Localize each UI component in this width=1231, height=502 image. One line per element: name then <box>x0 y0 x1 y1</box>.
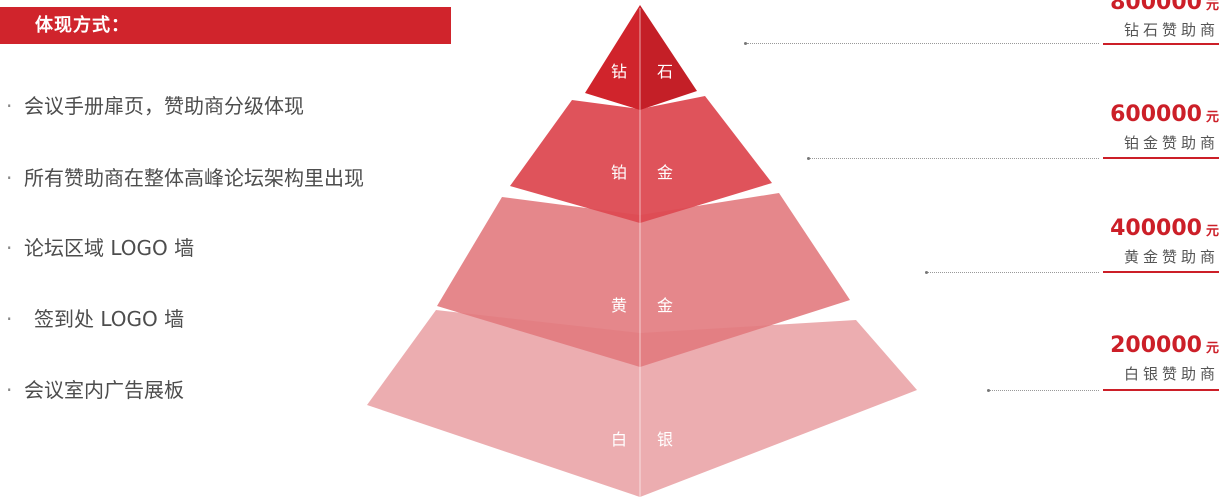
header-bar: 体现方式： <box>0 7 451 44</box>
sponsor-name-gold: 黄金赞助商 <box>1123 248 1219 266</box>
section-title: 体现方式： <box>35 15 130 36</box>
sponsor-underline <box>1103 389 1219 391</box>
sponsor-name-platinum: 铂金赞助商 <box>1123 134 1219 152</box>
tier-gold <box>437 193 850 367</box>
price-value: 200000 <box>1110 333 1202 358</box>
bullet-text: 签到处 LOGO 墙 <box>34 307 185 331</box>
leader-line-diamond <box>747 43 1099 44</box>
bullet-text: 会议室内广告展板 <box>24 378 184 402</box>
tier-diamond-label-left: 钻 <box>611 62 628 81</box>
bullet-text: 所有赞助商在整体高峰论坛架构里出现 <box>24 166 364 190</box>
tier-silver-left-face <box>367 310 640 497</box>
price-value: 600000 <box>1110 102 1202 127</box>
tier-silver-label-left: 白 <box>611 430 628 449</box>
bullet-item: · 会议室内广告展板 <box>6 374 184 403</box>
bullet-dot: · <box>6 307 13 331</box>
sponsor-price-platinum: 600000 元 <box>1110 102 1219 131</box>
price-value: 400000 <box>1110 216 1202 241</box>
tier-platinum-left-face <box>510 100 640 223</box>
sponsor-price-gold: 400000 元 <box>1110 216 1219 245</box>
price-unit: 元 <box>1205 224 1219 239</box>
bullet-item: · 论坛区域 LOGO 墙 <box>6 232 194 261</box>
leader-line-platinum <box>810 158 1099 159</box>
tier-gold-label-left: 黄 <box>611 296 628 315</box>
tier-platinum <box>510 96 772 223</box>
leader-dot <box>744 42 747 45</box>
price-unit: 元 <box>1205 341 1219 356</box>
tier-platinum-label-right: 金 <box>657 163 674 182</box>
bullet-dot: · <box>6 94 13 118</box>
tier-diamond-left-face <box>585 5 640 110</box>
tier-platinum-label-left: 铂 <box>611 163 628 182</box>
bullet-dot: · <box>6 378 13 402</box>
tier-diamond-label-right: 石 <box>657 62 674 81</box>
sponsor-price-silver: 200000 元 <box>1110 333 1219 362</box>
tier-silver <box>367 310 917 497</box>
bullet-dot: · <box>6 236 13 260</box>
sponsor-name-diamond: 钻石赞助商 <box>1123 21 1219 39</box>
tier-platinum-right-face <box>640 96 772 223</box>
bullet-dot: · <box>6 166 13 190</box>
sponsor-underline <box>1103 157 1219 159</box>
price-unit: 元 <box>1205 0 1219 13</box>
tier-silver-label-right: 银 <box>657 430 674 449</box>
leader-dot <box>807 157 810 160</box>
sponsor-price-diamond: 800000 元 <box>1110 0 1219 19</box>
bullet-item: · 签到处 LOGO 墙 <box>6 303 184 332</box>
leader-line-silver <box>990 390 1099 391</box>
sponsor-underline <box>1103 43 1219 45</box>
tier-gold-label-right: 金 <box>657 296 674 315</box>
bullet-text: 论坛区域 LOGO 墙 <box>24 236 195 260</box>
tier-diamond-right-face <box>640 5 697 110</box>
leader-dot <box>925 271 928 274</box>
sponsor-name-silver: 白银赞助商 <box>1123 365 1219 383</box>
price-value: 800000 <box>1110 0 1202 15</box>
bullet-item: · 会议手册扉页，赞助商分级体现 <box>6 90 304 119</box>
tier-diamond <box>585 5 697 110</box>
leader-dot <box>987 389 990 392</box>
tier-silver-right-face <box>640 320 917 497</box>
bullet-text: 会议手册扉页，赞助商分级体现 <box>24 94 304 118</box>
sponsor-underline <box>1103 271 1219 273</box>
leader-line-gold <box>928 272 1099 273</box>
tier-gold-right-face <box>640 193 850 367</box>
bullet-item: · 所有赞助商在整体高峰论坛架构里出现 <box>6 162 364 191</box>
price-unit: 元 <box>1205 110 1219 125</box>
tier-gold-left-face <box>437 197 640 367</box>
